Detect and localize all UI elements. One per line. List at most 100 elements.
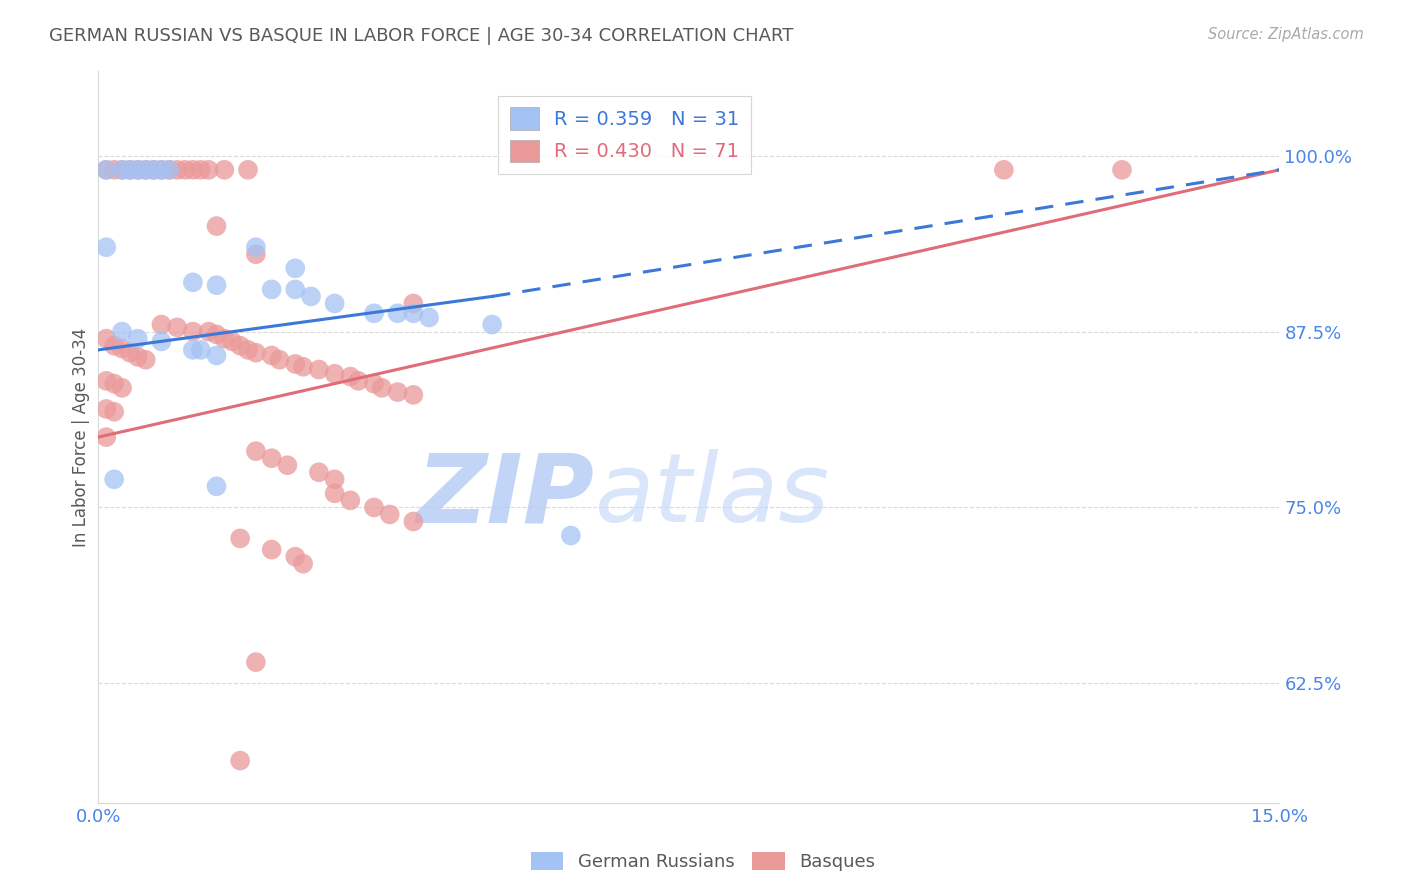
Point	[197, 325, 219, 339]
Point	[205, 219, 228, 233]
Point	[150, 334, 173, 349]
Point	[205, 278, 228, 293]
Point	[387, 385, 409, 400]
Point	[96, 401, 118, 416]
Point	[96, 162, 118, 177]
Point	[127, 162, 149, 177]
Point	[118, 162, 141, 177]
Point	[181, 162, 204, 177]
Point	[103, 405, 125, 419]
Point	[284, 357, 307, 371]
Point	[347, 374, 370, 388]
Point	[284, 549, 307, 564]
Point	[96, 374, 118, 388]
Point	[363, 376, 385, 391]
Point	[103, 472, 125, 486]
Point	[197, 162, 219, 177]
Point	[260, 282, 283, 296]
Point	[166, 320, 188, 334]
Point	[96, 332, 118, 346]
Text: ZIP: ZIP	[416, 449, 595, 542]
Point	[214, 162, 236, 177]
Point	[103, 162, 125, 177]
Point	[181, 276, 204, 290]
Legend: German Russians, Basques: German Russians, Basques	[523, 845, 883, 879]
Text: Source: ZipAtlas.com: Source: ZipAtlas.com	[1208, 27, 1364, 42]
Point	[229, 339, 252, 353]
Point	[339, 493, 361, 508]
Point	[142, 162, 165, 177]
Point	[292, 557, 315, 571]
Point	[205, 349, 228, 363]
Point	[339, 369, 361, 384]
Point	[205, 327, 228, 342]
Point	[127, 332, 149, 346]
Point	[269, 352, 291, 367]
Point	[402, 388, 425, 402]
Point	[323, 472, 346, 486]
Point	[118, 345, 141, 359]
Y-axis label: In Labor Force | Age 30-34: In Labor Force | Age 30-34	[72, 327, 90, 547]
Point	[157, 162, 180, 177]
Point	[245, 345, 267, 359]
Point	[560, 528, 582, 542]
Point	[323, 296, 346, 310]
Point	[103, 339, 125, 353]
Point	[111, 342, 134, 356]
Text: GERMAN RUSSIAN VS BASQUE IN LABOR FORCE | AGE 30-34 CORRELATION CHART: GERMAN RUSSIAN VS BASQUE IN LABOR FORCE …	[49, 27, 793, 45]
Point	[181, 325, 204, 339]
Point	[142, 162, 165, 177]
Point	[323, 367, 346, 381]
Point	[292, 359, 315, 374]
Text: atlas: atlas	[595, 449, 830, 542]
Point	[378, 508, 401, 522]
Point	[387, 306, 409, 320]
Point	[402, 306, 425, 320]
Point	[229, 532, 252, 546]
Point	[221, 334, 243, 349]
Point	[299, 289, 322, 303]
Point	[1111, 162, 1133, 177]
Point	[127, 162, 149, 177]
Point	[174, 162, 197, 177]
Point	[127, 350, 149, 364]
Point	[229, 754, 252, 768]
Point	[111, 162, 134, 177]
Point	[245, 655, 267, 669]
Point	[245, 240, 267, 254]
Point	[190, 343, 212, 357]
Point	[236, 162, 259, 177]
Point	[157, 162, 180, 177]
Point	[96, 430, 118, 444]
Point	[118, 162, 141, 177]
Point	[363, 500, 385, 515]
Point	[214, 332, 236, 346]
Point	[205, 479, 228, 493]
Point	[363, 306, 385, 320]
Point	[236, 343, 259, 357]
Point	[96, 240, 118, 254]
Point	[111, 325, 134, 339]
Point	[284, 282, 307, 296]
Point	[276, 458, 298, 473]
Point	[260, 542, 283, 557]
Point	[111, 162, 134, 177]
Point	[135, 162, 157, 177]
Point	[166, 162, 188, 177]
Point	[111, 381, 134, 395]
Point	[103, 376, 125, 391]
Point	[402, 515, 425, 529]
Point	[284, 261, 307, 276]
Point	[993, 162, 1015, 177]
Point	[308, 362, 330, 376]
Point	[245, 444, 267, 458]
Point	[150, 162, 173, 177]
Point	[135, 352, 157, 367]
Point	[190, 162, 212, 177]
Point	[371, 381, 394, 395]
Point	[245, 247, 267, 261]
Point	[260, 349, 283, 363]
Point	[150, 162, 173, 177]
Legend: R = 0.359   N = 31, R = 0.430   N = 71: R = 0.359 N = 31, R = 0.430 N = 71	[498, 95, 751, 174]
Point	[308, 465, 330, 479]
